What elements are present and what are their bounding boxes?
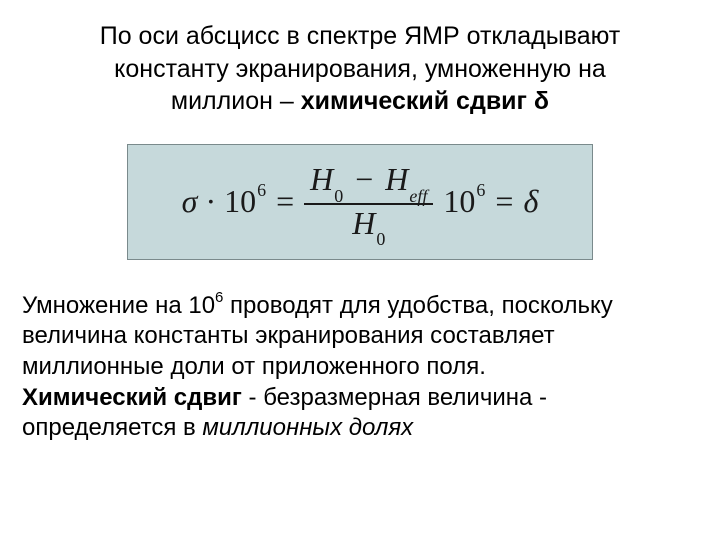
sub0-den: 0	[376, 229, 385, 249]
H0-den: H	[352, 205, 375, 241]
heading-line3-pre: миллион –	[171, 87, 301, 115]
lhs: σ · 106	[182, 183, 266, 220]
sub-eff: eff	[409, 186, 427, 206]
chemical-shift-formula: σ · 106 = H0 − Heff H0 106 = δ	[182, 159, 539, 243]
body-l3: миллионные доли от приложенного поля.	[22, 353, 486, 380]
slide-heading: По оси абсцисс в спектре ЯМР откладывают…	[22, 20, 698, 118]
body-l1-post: проводят для удобства, поскольку	[223, 292, 612, 319]
formula-box: σ · 106 = H0 − Heff H0 106 = δ	[127, 144, 593, 260]
body-l2: величина константы экранирования составл…	[22, 322, 555, 349]
body-l5-pre: определяется в	[22, 414, 202, 441]
slide: По оси абсцисс в спектре ЯМР откладывают…	[0, 0, 720, 540]
heading-line2: константу экранирования, умноженную на	[114, 55, 606, 83]
body-l5-italic: миллионных долях	[202, 414, 413, 441]
numerator: H0 − Heff	[304, 161, 433, 202]
body-l4-mid: - безразмерная величина -	[242, 384, 547, 411]
mult-dot: ·	[205, 183, 216, 219]
exp-rhs: 6	[476, 180, 485, 200]
heading-line3-bold: химический сдвиг δ	[301, 87, 549, 115]
delta-symbol: δ	[523, 183, 538, 220]
body-l4-bold: Химический сдвиг	[22, 384, 242, 411]
Heff: H	[385, 161, 408, 197]
fraction: H0 − Heff H0	[304, 161, 433, 245]
minus: −	[351, 161, 377, 197]
equals-2: =	[495, 183, 513, 220]
denominator: H0	[346, 205, 391, 246]
equals-1: =	[276, 183, 294, 220]
ten-lhs: 10	[224, 183, 256, 219]
exp-lhs: 6	[257, 180, 266, 200]
body-paragraph: Умножение на 106 проводят для удобства, …	[22, 290, 698, 445]
sigma-symbol: σ	[182, 183, 198, 219]
heading-line1: По оси абсцисс в спектре ЯМР откладывают	[100, 22, 621, 50]
body-l1-sup: 6	[215, 289, 223, 306]
sub0-num: 0	[334, 186, 343, 206]
rhs-mult: 106	[443, 183, 485, 220]
ten-rhs: 10	[443, 183, 475, 219]
H0-num: H	[310, 161, 333, 197]
body-l1-pre: Умножение на 10	[22, 292, 215, 319]
